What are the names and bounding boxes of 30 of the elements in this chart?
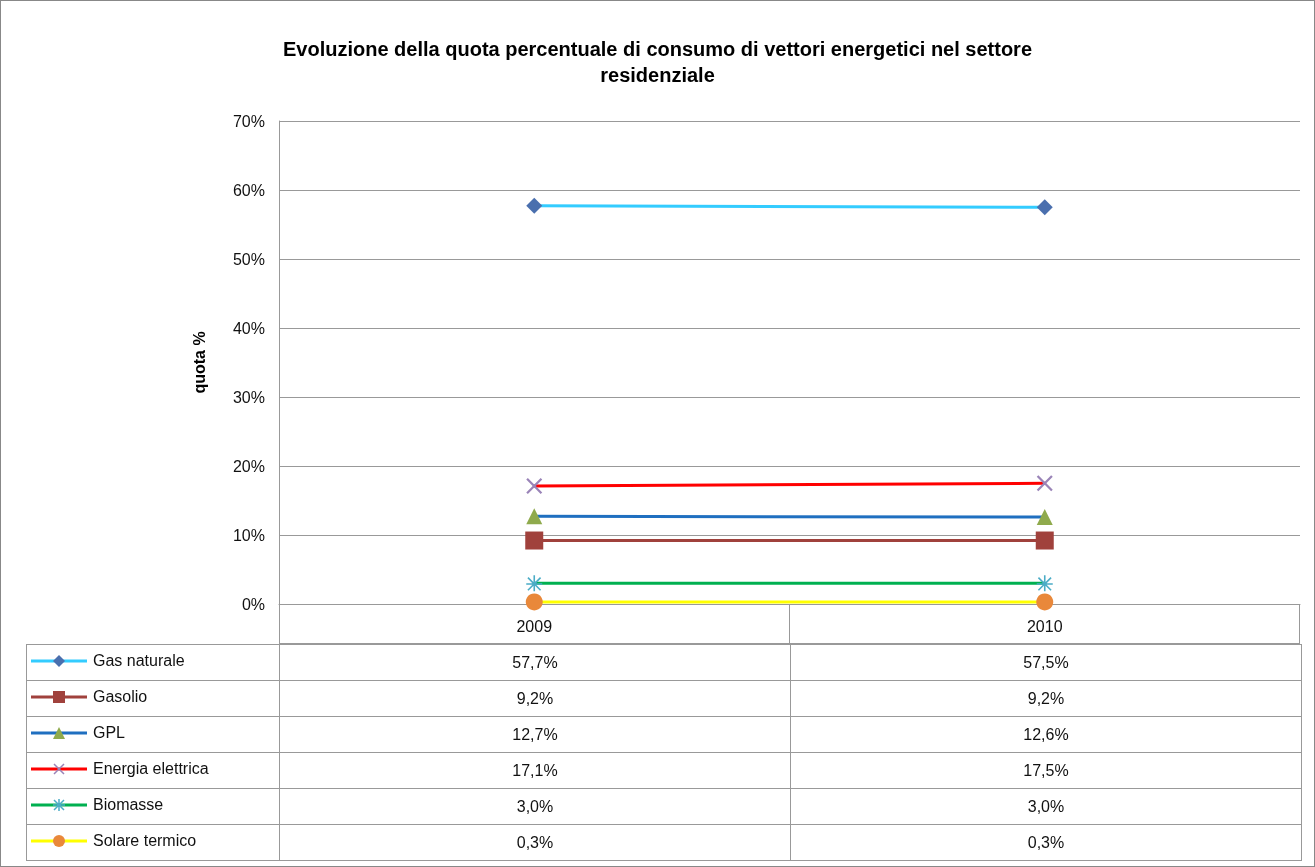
data-label: 0,3% [279,824,791,861]
data-label: 17,1% [279,752,791,789]
legend-label: Gasolio [93,688,148,706]
legend-label: Gas naturale [93,652,185,670]
x-tick-label: 2009 [516,617,553,635]
data-label: 9,2% [790,680,1302,717]
y-tick-label: 60% [232,181,265,199]
legend-label: Energia elettrica [93,760,209,778]
data-label: 57,5% [790,644,1302,681]
y-tick-label: 50% [232,250,265,268]
y-tick-label: 10% [232,526,265,544]
x-tick-label: 2010 [1026,617,1063,635]
data-label: 17,5% [790,752,1302,789]
data-label: 12,6% [790,716,1302,753]
y-tick-label: 0% [241,595,265,613]
y-tick-label: 40% [232,319,265,337]
data-label: 0,3% [790,824,1302,861]
data-label: 9,2% [279,680,791,717]
data-label: 57,7% [279,644,791,681]
data-label: 12,7% [279,716,791,753]
y-tick-label: 20% [232,457,265,475]
legend-label: Solare termico [93,832,197,850]
legend-label: Biomasse [93,796,164,814]
data-label: 3,0% [790,788,1302,825]
legend-label: GPL [93,724,126,742]
chart-title: Evoluzione della quota percentuale di consumo di vettori energetici nel settore residenziale [282,38,1033,86]
y-axis-title: quota % [190,331,208,394]
data-label: 3,0% [279,788,791,825]
y-tick-label: 30% [232,388,265,406]
y-tick-label: 70% [232,112,265,130]
